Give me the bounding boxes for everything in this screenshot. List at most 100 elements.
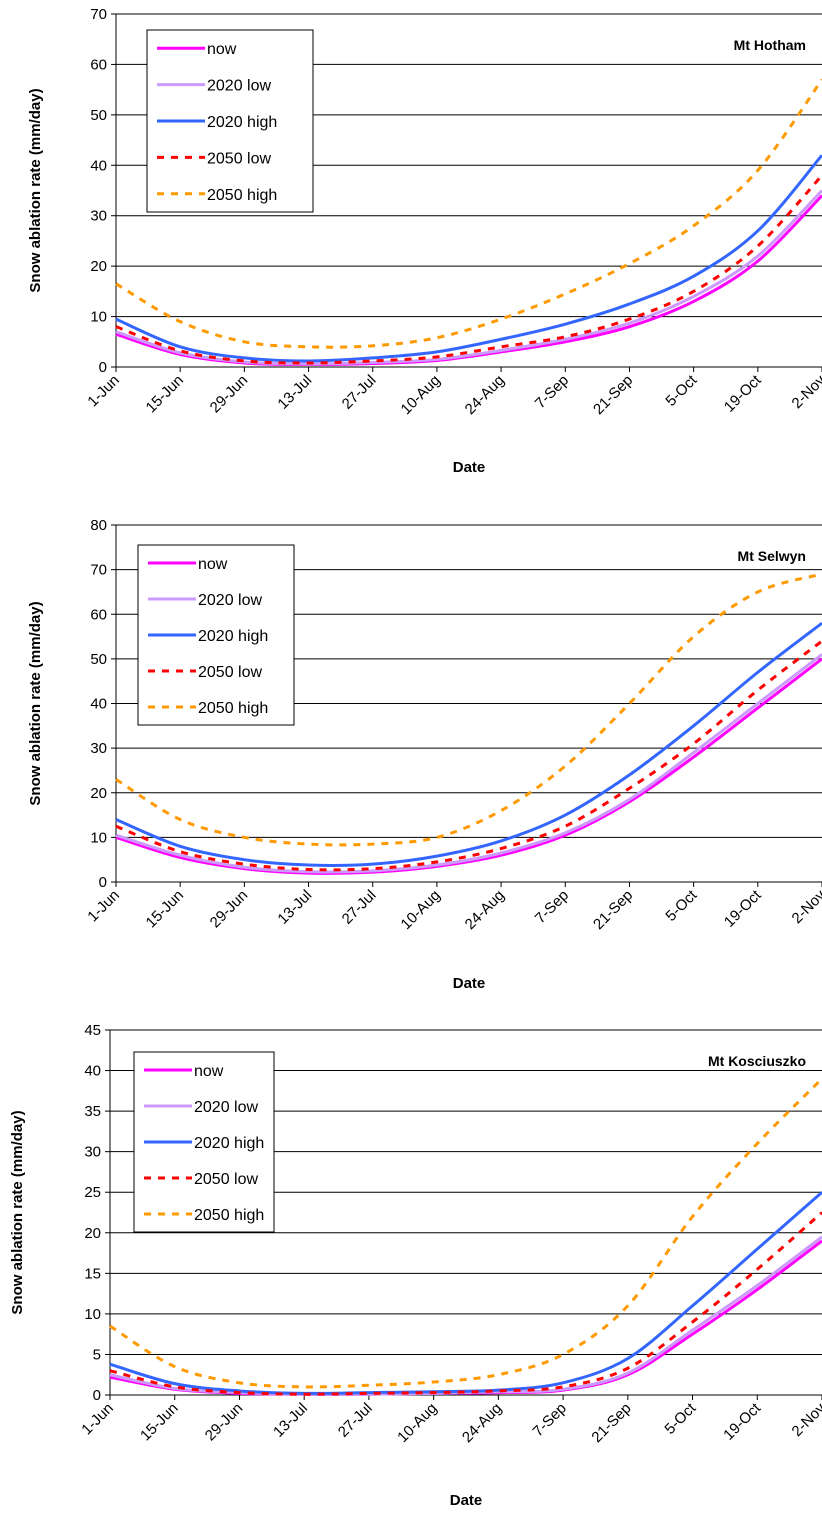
x-tick-label: 7-Sep [530,1400,570,1440]
y-axis-label: Snow ablation rate (mm/day) [27,88,44,292]
y-tick-label: 30 [90,208,107,225]
x-tick-label: 5-Oct [661,1399,700,1438]
x-tick-label: 13-Jul [270,1400,311,1441]
y-tick-label: 20 [84,1225,101,1242]
x-tick-label: 29-Jun [207,372,251,416]
y-tick-label: 20 [90,785,107,802]
y-tick-label: 20 [90,258,107,275]
chart-2: 0 5 10 15 20 25 30 35 40 45 1-Jun 15-Jun 29-Jun 13-Ju… [9,1022,822,1509]
series-line-2050-low [109,1211,822,1396]
y-tick-label: 10 [90,309,107,326]
series-line-2050-low [115,639,822,872]
series-line-2050-low [115,174,822,365]
series-line-now [115,194,822,366]
x-tick-label: 21-Sep [590,887,636,933]
y-tick-label: 60 [90,606,107,623]
x-tick-label: 13-Jul [274,887,315,928]
x-tick-label: 19-Oct [721,886,765,930]
y-tick-label: 0 [99,359,107,376]
legend-label: now [207,41,237,58]
x-tick-label: 1-Jun [78,1400,117,1439]
y-tick-label: 30 [90,740,107,757]
y-tick-label: 80 [90,517,107,534]
x-tick-label: 21-Sep [588,1400,634,1446]
y-tick-label: 40 [90,696,107,713]
y-tick-label: 0 [93,1387,101,1404]
x-tick-label: 15-Jun [143,372,187,416]
x-axis-label: Date [453,459,486,476]
x-tick-label: 2-Nov [789,371,822,412]
legend-label: 2050 high [207,187,277,204]
legend-label: 2020 low [198,592,262,609]
legend-label: 2050 low [194,1171,258,1188]
x-tick-label: 19-Oct [720,1399,764,1443]
x-tick-label: 5-Oct [663,371,702,410]
legend-label: 2050 high [194,1207,264,1224]
y-tick-label: 70 [90,6,107,23]
chart-1: 0 10 20 30 40 50 60 70 80 1-Jun 15-Jun 29-Jun 13-Jul… [27,517,822,992]
x-tick-label: 10-Aug [394,1400,440,1446]
legend-label: 2050 high [198,700,268,717]
y-tick-label: 70 [90,562,107,579]
legend-label: now [198,556,228,573]
x-tick-label: 10-Aug [398,372,444,418]
series-line-2020-high [115,154,822,363]
x-tick-label: 7-Sep [532,887,572,927]
legend-label: now [194,1063,224,1080]
series-line-2050-high [115,78,822,349]
x-tick-label: 24-Aug [462,887,508,933]
x-tick-label: 2-Nov [789,886,822,927]
x-tick-label: 1-Jun [84,372,123,411]
legend-label: 2020 low [194,1099,258,1116]
y-axis-label: Snow ablation rate (mm/day) [9,1110,26,1314]
x-tick-label: 5-Oct [663,886,702,925]
y-tick-label: 10 [90,829,107,846]
y-tick-label: 15 [84,1265,101,1282]
x-tick-label: 29-Jun [207,887,251,931]
y-tick-label: 40 [84,1063,101,1080]
x-tick-label: 7-Sep [532,372,572,412]
x-tick-label: 10-Aug [398,887,444,933]
x-tick-label: 24-Aug [462,372,508,418]
chart-title: Mt Hotham [734,37,806,53]
y-tick-label: 0 [99,874,107,891]
x-tick-label: 27-Jul [339,887,380,928]
x-tick-label: 13-Jul [274,372,315,413]
chart-0: 0 10 20 30 40 50 60 70 1-Jun 15-Jun 29-Jun 13-Jul 27… [27,6,822,476]
y-tick-label: 50 [90,651,107,668]
y-axis-label: Snow ablation rate (mm/day) [27,601,44,805]
y-tick-label: 35 [84,1103,101,1120]
x-tick-label: 27-Jul [339,372,380,413]
series-line-2020-low [115,653,822,874]
legend-label: 2020 low [207,78,271,95]
series-line-2020-high [115,621,822,867]
x-tick-label: 1-Jun [84,887,123,926]
series-line-2050-high [109,1077,822,1389]
y-tick-label: 10 [84,1306,101,1323]
x-tick-label: 21-Sep [590,372,636,418]
x-tick-label: 27-Jul [335,1400,376,1441]
x-tick-label: 2-Nov [789,1399,822,1440]
y-tick-label: 45 [84,1022,101,1039]
legend-label: 2020 high [198,628,268,645]
x-tick-label: 24-Aug [459,1400,505,1446]
x-tick-label: 15-Jun [137,1400,181,1444]
legend-label: 2050 low [207,150,271,167]
chart-title: Mt Selwyn [738,548,806,564]
legend-label: 2020 high [194,1135,264,1152]
y-tick-label: 5 [93,1346,101,1363]
x-tick-label: 15-Jun [143,887,187,931]
y-tick-label: 25 [84,1184,101,1201]
legend-label: 2020 high [207,114,277,131]
series-line-now [109,1239,822,1396]
series-line-2020-low [109,1235,822,1396]
x-axis-label: Date [453,975,486,992]
x-axis-label: Date [450,1492,483,1509]
x-tick-label: 29-Jun [202,1400,246,1444]
legend-label: 2050 low [198,664,262,681]
y-tick-label: 40 [90,157,107,174]
y-tick-label: 60 [90,56,107,73]
y-tick-label: 30 [84,1144,101,1161]
